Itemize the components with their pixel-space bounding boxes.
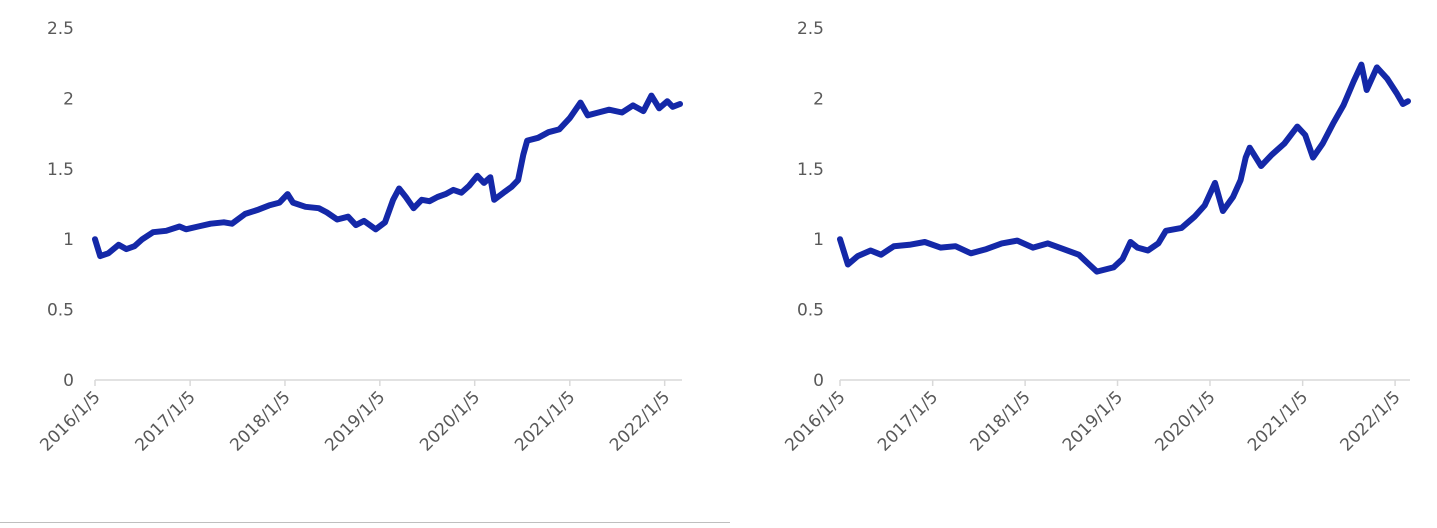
x-tick-label: 2020/1/5: [1151, 387, 1219, 455]
y-tick-label: 1.5: [47, 160, 74, 180]
y-tick-label: 2.5: [47, 19, 74, 39]
y-tick-label: 0.5: [797, 301, 824, 321]
x-tick-label: 2022/1/5: [1336, 387, 1404, 455]
chart-right-svg: 0 0.5 1 1.5 2 2.5 2016/1/5 2017/1/5 2018/1/5 2019…: [781, 19, 1411, 456]
x-tick-label: 2022/1/5: [606, 387, 674, 455]
y-tick-label: 1.5: [797, 160, 824, 180]
y-tick-label: 2.5: [797, 19, 824, 39]
chart-right: 0 0.5 1 1.5 2 2.5 2016/1/5 2017/1/5 2018/1/5 2019…: [745, 0, 1437, 528]
y-tick-label: 0.5: [47, 301, 74, 321]
y-tick-label: 2: [63, 89, 74, 109]
x-tick-label: 2016/1/5: [36, 387, 104, 455]
x-tick-label: 2021/1/5: [511, 387, 579, 455]
y-tick-label: 1: [813, 230, 824, 250]
x-tick-label: 2018/1/5: [226, 387, 294, 455]
x-tick-label: 2019/1/5: [321, 387, 389, 455]
chart-left: 0 0.5 1 1.5 2 2.5 2016/1/5 2017/1/5 2018/1/5 2019…: [0, 19, 730, 523]
series-line: [92, 92, 683, 260]
x-tick-label: 2018/1/5: [967, 387, 1035, 455]
x-tick-label: 2019/1/5: [1059, 387, 1127, 455]
series-line: [837, 61, 1411, 275]
chart-bottom-rule: [0, 522, 730, 523]
x-tick-label: 2021/1/5: [1244, 387, 1312, 455]
x-tick-label: 2017/1/5: [132, 387, 200, 455]
y-tick-label: 0: [63, 371, 74, 391]
x-tick-label: 2020/1/5: [416, 387, 484, 455]
x-tick-label: 2017/1/5: [874, 387, 942, 455]
y-tick-label: 2: [813, 89, 824, 109]
chart-left-svg: 0 0.5 1 1.5 2 2.5 2016/1/5 2017/1/5 2018/1/5 2019…: [36, 19, 683, 456]
y-tick-label: 0: [813, 371, 824, 391]
y-tick-label: 1: [63, 230, 74, 250]
x-tick-label: 2016/1/5: [781, 387, 849, 455]
